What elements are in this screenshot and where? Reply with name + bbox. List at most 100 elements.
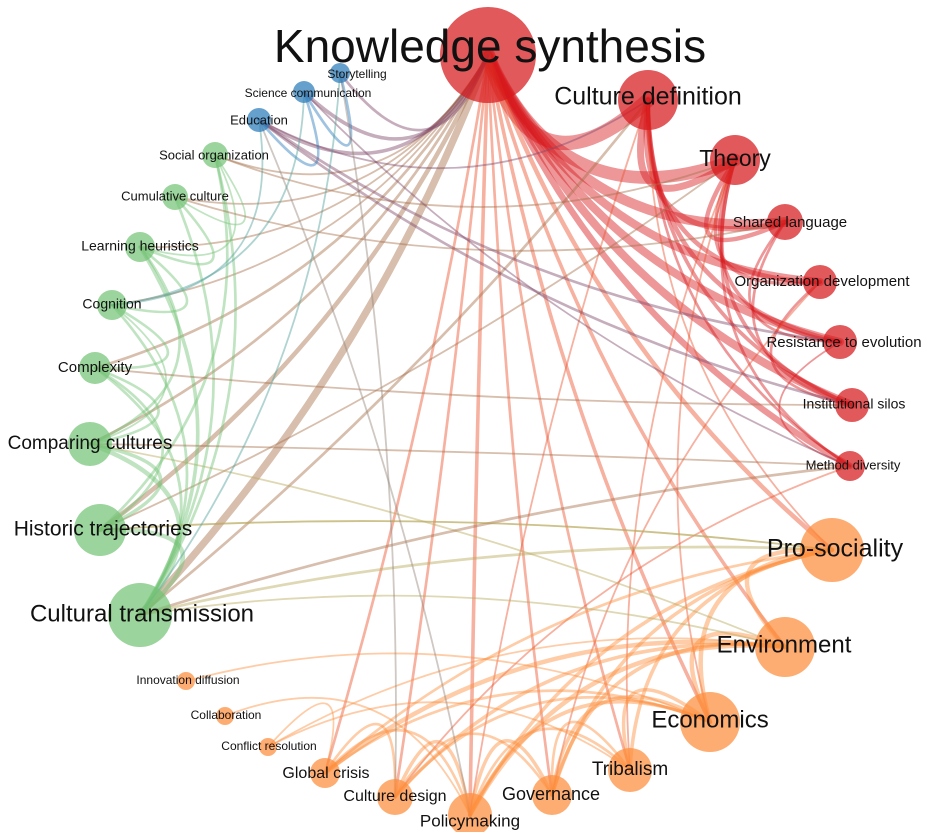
node-institutional-silos[interactable]: [835, 388, 869, 422]
edge-economics-governance: [550, 695, 712, 797]
edge-cognition-learning-heuristics: [110, 245, 189, 314]
label-storytelling: Storytelling: [327, 67, 386, 81]
node-cognition[interactable]: [97, 290, 127, 320]
node-organization-development[interactable]: [803, 265, 837, 299]
edge-knowledge-synthesis-comparing-cultures: [88, 53, 490, 446]
label-layer: Knowledge synthesis Culture definition The…: [8, 20, 922, 830]
edge-science-communication-method-diversity: [303, 91, 851, 467]
node-governance[interactable]: [532, 775, 572, 815]
node-policymaking[interactable]: [448, 793, 492, 832]
node-culture-design[interactable]: [377, 779, 413, 815]
edge-social-organization-theory: [214, 154, 736, 208]
edge-economics-global-crisis: [323, 689, 712, 775]
node-historic-trajectories[interactable]: [74, 504, 126, 556]
edge-learning-heuristics-social-organization: [139, 154, 237, 257]
edge-theory-resistance-to-evolution: [717, 158, 842, 344]
label-conflict-resolution: Conflict resolution: [221, 739, 316, 753]
node-cumulative-culture[interactable]: [162, 184, 188, 210]
edge-storytelling-culture-design: [339, 72, 397, 798]
node-comparing-cultures[interactable]: [68, 422, 112, 466]
node-knowledge-synthesis[interactable]: [440, 7, 536, 103]
edge-comparing-cultures-cognition: [89, 304, 167, 445]
node-economics[interactable]: [680, 692, 740, 752]
edge-culture-definition-resistance-to-evolution: [645, 97, 843, 345]
label-economics: Economics: [651, 706, 768, 733]
label-education: Education: [230, 112, 288, 127]
label-collaboration: Collaboration: [191, 708, 262, 722]
edge-culture-design-global-crisis: [323, 722, 397, 799]
edge-education-science-communication: [257, 90, 320, 167]
node-theory[interactable]: [710, 135, 760, 185]
node-innovation-diffusion[interactable]: [177, 672, 195, 690]
edge-theory-tribalism: [625, 159, 736, 771]
node-science-communication[interactable]: [293, 81, 315, 103]
node-storytelling[interactable]: [330, 63, 350, 83]
node-social-organization[interactable]: [202, 142, 228, 168]
edge-economics-culture-design: [393, 696, 712, 799]
node-conflict-resolution[interactable]: [259, 738, 277, 756]
node-global-crisis[interactable]: [310, 758, 340, 788]
node-environment[interactable]: [755, 617, 815, 677]
edge-economics-policymaking: [468, 699, 712, 817]
node-education[interactable]: [247, 108, 271, 132]
label-cognition: Cognition: [82, 296, 141, 312]
edge-global-crisis-conflict-resolution: [267, 702, 335, 774]
label-governance: Governance: [502, 784, 600, 804]
edge-environment-governance: [550, 642, 787, 797]
node-collaboration[interactable]: [216, 707, 234, 725]
node-cultural-transmission[interactable]: [108, 583, 172, 647]
edge-comparing-cultures-method-diversity: [89, 443, 851, 467]
node-resistance-to-evolution[interactable]: [823, 325, 857, 359]
edge-complexity-institutional-silos: [94, 367, 853, 406]
edge-organization-development-governance: [551, 281, 821, 796]
edge-comparing-cultures-learning-heuristics: [88, 245, 181, 446]
label-global-crisis: Global crisis: [282, 765, 369, 782]
edge-culture-definition-education: [258, 99, 649, 169]
label-pro-sociality: Pro-sociality: [767, 535, 904, 563]
edge-tribalism-policymaking: [468, 727, 632, 817]
edge-science-communication-storytelling: [302, 71, 353, 147]
edge-education-policymaking: [258, 119, 471, 816]
edge-theory-historic-trajectories: [99, 159, 736, 531]
edge-shared-language-resistance-to-evolution: [748, 220, 842, 344]
edge-knowledge-synthesis-policymaking: [468, 53, 490, 817]
edge-theory-institutional-silos: [720, 158, 854, 407]
node-shared-language[interactable]: [767, 204, 803, 240]
edge-theory-organization-development: [713, 158, 822, 286]
label-policymaking: Policymaking: [420, 811, 520, 830]
edge-policymaking-culture-design: [393, 739, 472, 817]
label-learning-heuristics: Learning heuristics: [81, 238, 199, 254]
edge-cultural-transmission-complexity: [93, 366, 183, 617]
edge-culture-definition-shared-language: [643, 97, 788, 232]
node-culture-definition[interactable]: [618, 70, 678, 130]
node-tribalism[interactable]: [608, 748, 652, 792]
edge-knowledge-synthesis-culture-design: [393, 53, 490, 799]
edge-collaboration-policymaking: [224, 696, 471, 816]
node-method-diversity[interactable]: [835, 451, 865, 481]
edge-cumulative-culture-shared-language: [174, 196, 786, 252]
edge-knowledge-synthesis-tribalism: [486, 53, 632, 772]
edge-knowledge-synthesis-cumulative-culture: [174, 54, 489, 205]
label-organization-development: Organization development: [734, 273, 910, 290]
edge-comparing-cultures-complexity: [88, 366, 160, 446]
node-learning-heuristics[interactable]: [125, 232, 155, 262]
edge-education-resistance-to-evolution: [257, 118, 842, 344]
label-complexity: Complexity: [58, 359, 133, 376]
edge-knowledge-synthesis-governance: [486, 53, 554, 797]
label-shared-language: Shared language: [733, 214, 847, 231]
edge-pro-sociality-historic-trajectories: [99, 520, 833, 551]
edge-policymaking-global-crisis: [323, 729, 472, 817]
label-knowledge-synthesis: Knowledge synthesis: [274, 20, 706, 72]
edge-culture-definition-method-diversity: [646, 98, 852, 468]
node-complexity[interactable]: [79, 352, 111, 384]
edge-organization-development-institutional-silos: [769, 280, 854, 407]
label-historic-trajectories: Historic trajectories: [14, 518, 193, 541]
edge-knowledge-synthesis-method-diversity: [484, 51, 854, 470]
edge-knowledge-synthesis-complexity: [93, 53, 490, 370]
edge-cultural-transmission-method-diversity: [138, 464, 852, 617]
edge-historic-trajectories-pro-sociality: [99, 520, 833, 551]
label-comparing-cultures: Comparing cultures: [8, 433, 173, 454]
edge-knowledge-synthesis-environment: [486, 53, 787, 649]
node-pro-sociality[interactable]: [800, 518, 864, 582]
